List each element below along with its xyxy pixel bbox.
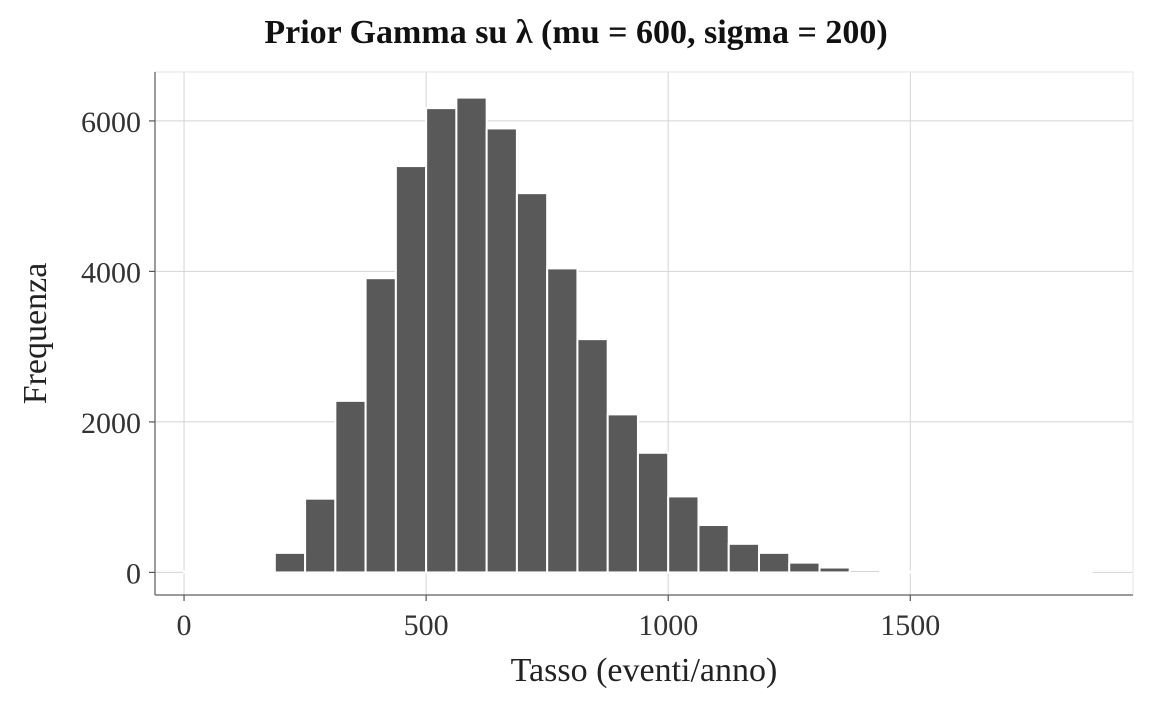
chart-title: Prior Gamma su λ (mu = 600, sigma = 200)	[264, 14, 888, 51]
histogram-bars	[183, 96, 1093, 574]
histogram-bar	[697, 524, 730, 574]
x-tick-label: 500	[404, 609, 449, 642]
histogram-bar	[757, 551, 791, 574]
histogram-bar	[515, 192, 549, 574]
histogram-bar	[576, 338, 609, 574]
histogram-bar	[334, 399, 367, 574]
histogram-bar	[879, 570, 912, 574]
y-axis-ticks: 0 2000 4000 6000	[81, 106, 155, 590]
y-tick-label: 2000	[81, 407, 141, 440]
histogram-bar	[1000, 570, 1033, 574]
histogram-bar	[1030, 570, 1063, 574]
x-tick-label: 1500	[880, 609, 940, 642]
histogram-bar	[273, 551, 307, 574]
histogram-bar	[183, 570, 216, 574]
histogram-bar	[425, 107, 458, 574]
histogram-bar	[485, 127, 518, 574]
histogram-bar	[788, 561, 821, 574]
axis-lines	[154, 72, 1133, 596]
histogram-bar	[818, 566, 851, 574]
histogram-bar	[969, 570, 1003, 574]
x-tick-label: 0	[177, 609, 192, 642]
y-tick-label: 0	[126, 557, 141, 590]
histogram-bar	[909, 570, 942, 574]
x-tick-label: 1000	[638, 609, 698, 642]
histogram-bar	[667, 495, 700, 574]
y-tick-label: 4000	[81, 256, 141, 289]
x-axis-ticks: 0 500 1000 1500	[177, 595, 940, 642]
histogram-bar	[848, 569, 882, 574]
histogram-bar	[727, 542, 760, 574]
y-tick-label: 6000	[81, 106, 141, 139]
histogram-bar	[939, 570, 972, 574]
histogram-bar	[304, 497, 337, 574]
histogram-bar	[364, 277, 397, 574]
y-axis-title: Frequenza	[17, 263, 54, 405]
histogram-bar	[546, 267, 579, 574]
histogram-bar	[606, 413, 639, 574]
histogram-bar	[243, 570, 276, 574]
histogram-bar	[636, 451, 670, 574]
histogram-bar	[213, 570, 246, 574]
x-axis-title: Tasso (eventi/anno)	[511, 652, 778, 689]
histogram-bar	[394, 165, 428, 574]
histogram-bar	[455, 96, 488, 574]
histogram-bar	[1060, 570, 1093, 574]
